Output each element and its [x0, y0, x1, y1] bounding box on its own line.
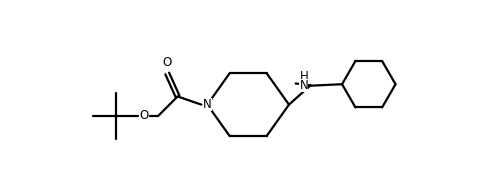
- Text: H: H: [300, 70, 308, 83]
- Text: O: O: [162, 56, 172, 69]
- Text: N: N: [300, 79, 308, 92]
- Text: N: N: [203, 98, 211, 111]
- Text: O: O: [140, 109, 149, 122]
